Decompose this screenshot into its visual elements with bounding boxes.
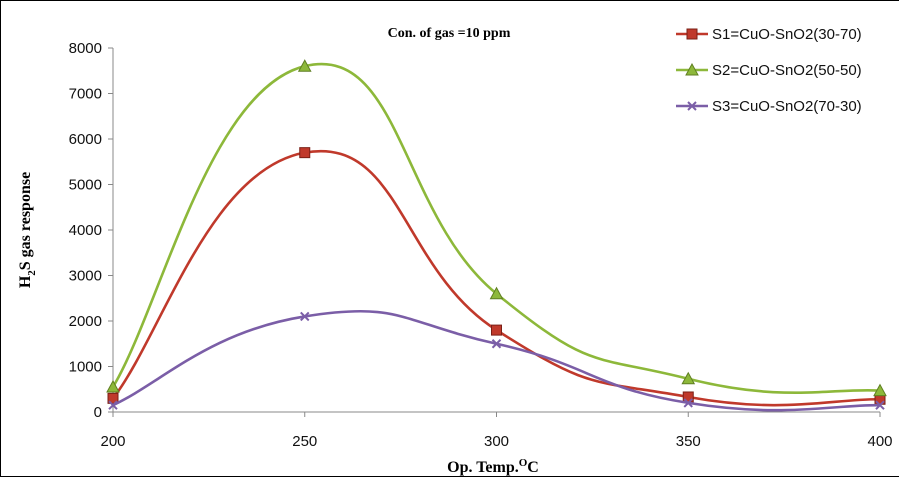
x-axis-title: Op. Temp.OC (447, 457, 539, 476)
data-point (297, 59, 312, 72)
y-tick-label: 8000 (69, 40, 102, 57)
y-tick-label: 5000 (69, 177, 102, 194)
data-point (686, 28, 698, 40)
data-point (875, 400, 885, 410)
series-layer (106, 59, 887, 412)
legend-label: S2=CuO-SnO2(50-50) (712, 62, 862, 79)
data-point (685, 62, 699, 76)
x-tick-label: 350 (676, 433, 701, 450)
y-tick-label: 6000 (69, 131, 102, 148)
legend-item: S1=CuO-SnO2(30-70) (676, 26, 862, 43)
legend-label: S3=CuO-SnO2(70-30) (712, 98, 862, 115)
data-point (299, 147, 311, 159)
y-axis-title: H2S gas response (17, 172, 38, 288)
data-point (107, 392, 119, 404)
y-axis-title-sub: 2 (26, 270, 38, 276)
y-tick-labels: 0 1000 2000 3000 4000 5000 6000 7000 8000 (69, 40, 113, 421)
plot-area: 0 1000 2000 3000 4000 5000 6000 7000 8000 200 250… (69, 40, 893, 450)
x-axis-title-main: Op. Temp. (447, 459, 519, 476)
x-tick-labels: 200 250 300 350 400 (100, 412, 893, 450)
x-tick-label: 400 (867, 433, 892, 450)
data-point (491, 339, 502, 349)
data-point (681, 371, 696, 385)
x-tick-label: 200 (100, 433, 125, 450)
legend-item: S2=CuO-SnO2(50-50) (676, 62, 862, 79)
y-tick-label: 2000 (69, 313, 102, 330)
y-tick-label: 0 (94, 404, 102, 421)
data-point (300, 311, 310, 322)
x-axis-title-sup: O (519, 457, 528, 469)
y-tick-label: 4000 (69, 222, 102, 239)
series-2 (106, 59, 887, 397)
data-point (491, 324, 502, 336)
series-3 (108, 309, 885, 412)
x-tick-label: 300 (484, 433, 509, 450)
legend: S1=CuO-SnO2(30-70) S2=CuO-SnO2(50-50) S3=C… (676, 26, 862, 115)
data-point (108, 400, 118, 410)
data-point (873, 383, 887, 397)
y-tick-label: 7000 (69, 86, 102, 103)
x-tick-label: 250 (292, 433, 317, 450)
y-axis-title-pre: H (17, 275, 34, 288)
legend-label: S1=CuO-SnO2(30-70) (712, 26, 862, 43)
data-point (687, 101, 697, 111)
series-line (111, 62, 881, 395)
series-1 (107, 147, 886, 407)
x-axis-title-tail: C (527, 459, 539, 476)
y-tick-label: 1000 (69, 359, 102, 376)
y-tick-label: 3000 (69, 268, 102, 285)
y-axis-title-post: S gas response (17, 172, 34, 270)
chart-title: Con. of gas =10 ppm (388, 26, 511, 41)
data-point (106, 379, 120, 393)
series-line (111, 149, 881, 407)
legend-item: S3=CuO-SnO2(70-30) (676, 98, 862, 115)
data-point (683, 398, 693, 408)
data-point (489, 286, 504, 300)
